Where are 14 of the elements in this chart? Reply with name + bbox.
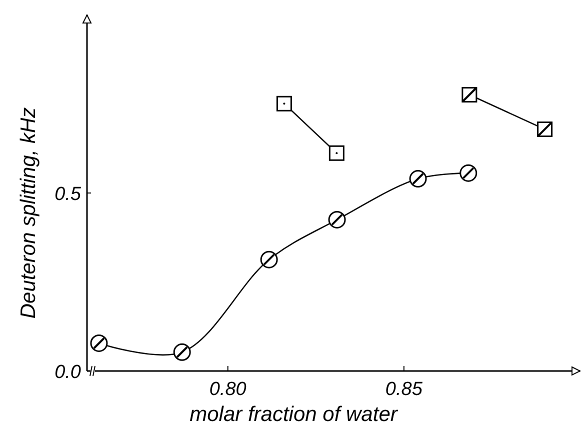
x-tick-label: 0.80 — [209, 379, 247, 400]
y-axis-title: Deuteron splitting, kHz — [17, 106, 40, 319]
point — [276, 96, 292, 112]
point — [90, 334, 108, 352]
x-axis-title: molar fraction of water — [190, 403, 398, 426]
point — [328, 210, 346, 228]
point — [173, 343, 191, 361]
point — [260, 250, 278, 268]
point — [409, 170, 427, 188]
y-tick-label: 0.0 — [54, 362, 82, 383]
point — [328, 145, 344, 161]
point — [460, 164, 478, 182]
x-tick-label: 0.85 — [385, 379, 423, 400]
y-tick-label: 0.5 — [54, 184, 82, 205]
